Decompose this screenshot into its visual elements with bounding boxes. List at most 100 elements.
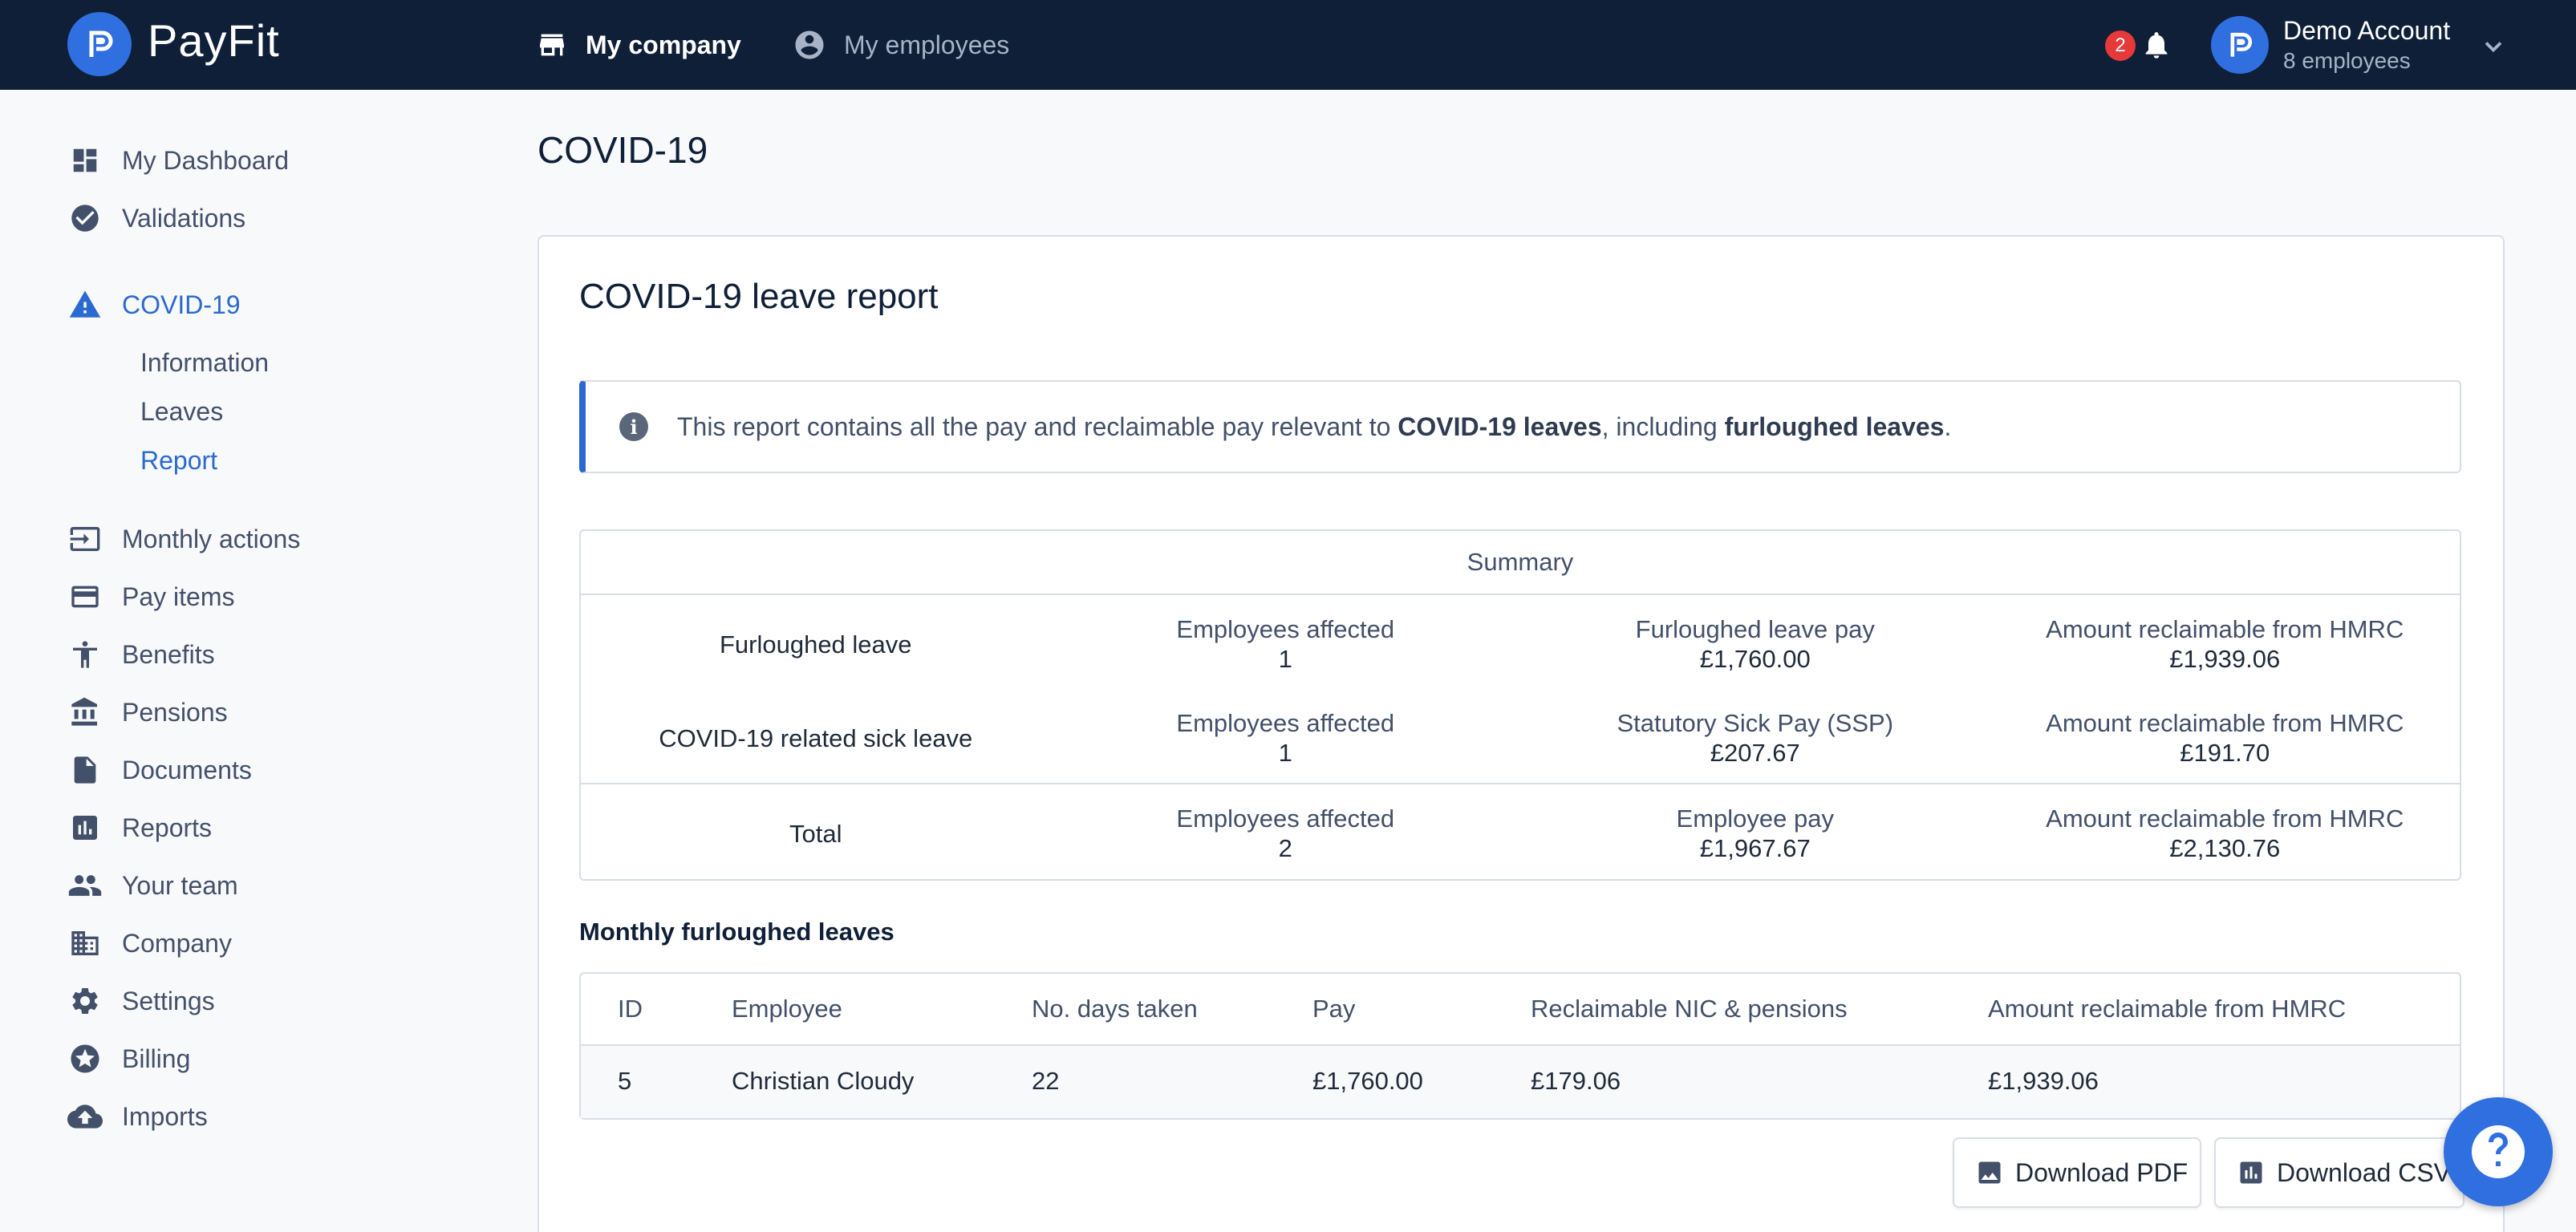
sidebar-item-pensions[interactable]: Pensions	[67, 693, 228, 732]
sidebar-item-documents[interactable]: Documents	[67, 751, 252, 789]
sidebar-item-pay-items[interactable]: Pay items	[67, 578, 234, 616]
tab-my-company[interactable]: My company	[536, 24, 741, 66]
sidebar-item-billing[interactable]: Billing	[67, 1040, 190, 1078]
column-header-pay[interactable]: Pay	[1312, 995, 1356, 1023]
sidebar-item-label: Your team	[122, 870, 238, 900]
summary-row-furloughed: Furloughed leave Employees affected 1 Fur…	[581, 614, 2460, 674]
tab-my-employees[interactable]: My employees	[793, 24, 1009, 66]
summary-value: £1,967.67	[1699, 834, 1811, 862]
sidebar-subitem-information[interactable]: Information	[140, 348, 270, 377]
sidebar-item-label: Settings	[122, 986, 215, 1015]
tab-label: My company	[586, 30, 741, 59]
sidebar-item-label: My Dashboard	[122, 145, 290, 175]
accessibility-icon	[67, 637, 103, 672]
help-button[interactable]	[2444, 1097, 2553, 1206]
sidebar-item-validations[interactable]: Validations	[67, 199, 245, 237]
summary-key: Employees affected	[1176, 615, 1395, 643]
summary-value: £1,939.06	[2169, 645, 2281, 673]
monthly-section-title: Monthly furloughed leaves	[579, 918, 895, 946]
info-banner: i This report contains all the pay and r…	[579, 380, 2461, 473]
table-row[interactable]: 5 Christian Cloudy 22 £1,760.00 £179.06 …	[581, 1046, 2460, 1118]
sidebar-subitem-leaves[interactable]: Leaves	[140, 397, 224, 426]
help-icon	[2472, 1125, 2525, 1178]
sidebar-item-label: Pensions	[122, 697, 228, 727]
sidebar-item-imports[interactable]: Imports	[67, 1097, 208, 1136]
bell-icon[interactable]	[2140, 29, 2172, 61]
sidebar-item-my-dashboard[interactable]: My Dashboard	[67, 141, 289, 180]
sidebar-subitem-report[interactable]: Report	[140, 446, 218, 475]
summary-value: £207.67	[1710, 739, 1800, 767]
building-icon	[67, 926, 103, 961]
download-pdf-button[interactable]: Download PDF	[1953, 1137, 2201, 1208]
summary-key: Employee pay	[1676, 804, 1834, 833]
summary-value: £191.70	[2180, 739, 2270, 767]
star-badge-icon	[67, 1041, 103, 1076]
button-label: Download CSV	[2277, 1157, 2451, 1187]
sidebar-item-covid-19[interactable]: COVID-19	[67, 286, 241, 324]
sidebar-item-benefits[interactable]: Benefits	[67, 635, 215, 674]
notification-count-badge[interactable]: 2	[2105, 30, 2136, 61]
cell-amount-reclaimable: £1,939.06	[1988, 1067, 2099, 1095]
account-subtitle: 8 employees	[2283, 48, 2411, 73]
payfit-logo-icon[interactable]	[67, 12, 132, 76]
summary-value: £2,130.76	[2169, 834, 2281, 862]
account-circle-icon	[795, 30, 824, 59]
report-title: COVID-19 leave report	[579, 277, 939, 316]
column-header-amount-reclaimable[interactable]: Amount reclaimable from HMRC	[1988, 995, 2347, 1023]
summary-row-total: Total Employees affected 2 Employee pay £1…	[581, 804, 2460, 863]
sidebar-item-reports[interactable]: Reports	[67, 808, 212, 847]
app-name[interactable]: PayFit	[148, 15, 280, 66]
gear-icon	[67, 983, 103, 1019]
sidebar-item-label: Validations	[122, 203, 246, 233]
sidebar-item-label: Monthly actions	[122, 524, 301, 553]
cell-days: 22	[1032, 1067, 1060, 1095]
summary-value: 1	[1278, 739, 1292, 767]
column-header-employee[interactable]: Employee	[732, 995, 842, 1023]
cell-pay: £1,760.00	[1312, 1067, 1423, 1095]
summary-key: Amount reclaimable from HMRC	[2046, 804, 2404, 833]
file-icon	[67, 752, 103, 788]
sidebar-item-settings[interactable]: Settings	[67, 982, 215, 1020]
check-circle-icon	[67, 201, 103, 236]
summary-key: Statutory Sick Pay (SSP)	[1617, 709, 1894, 737]
sidebar-item-your-team[interactable]: Your team	[67, 866, 238, 905]
column-header-days[interactable]: No. days taken	[1032, 995, 1198, 1023]
summary-value: £1,760.00	[1699, 645, 1811, 673]
summary-value: 2	[1278, 834, 1292, 862]
dashboard-icon	[67, 143, 103, 178]
info-text: This report contains all the pay and rec…	[677, 411, 1952, 441]
credit-card-icon	[67, 579, 103, 614]
summary-row-label: Furloughed leave	[719, 630, 912, 659]
summary-key: Employees affected	[1176, 709, 1395, 737]
column-header-reclaimable-nic[interactable]: Reclaimable NIC & pensions	[1531, 995, 1848, 1023]
summary-heading: Summary	[581, 531, 2460, 595]
sidebar-item-monthly-actions[interactable]: Monthly actions	[67, 520, 300, 558]
info-icon: i	[619, 412, 648, 441]
cell-reclaimable-nic: £179.06	[1531, 1067, 1621, 1095]
sidebar-item-label: Billing	[122, 1044, 191, 1073]
monthly-furloughed-table: ID Employee No. days taken Pay Reclaimab…	[579, 972, 2461, 1120]
sidebar-item-company[interactable]: Company	[67, 924, 232, 962]
summary-row-label: COVID-19 related sick leave	[659, 723, 973, 752]
chevron-down-icon[interactable]	[2479, 32, 2508, 61]
warning-icon	[67, 287, 103, 322]
summary-key: Employees affected	[1176, 804, 1395, 833]
download-csv-button[interactable]: Download CSV	[2214, 1137, 2464, 1208]
account-name[interactable]: Demo Account	[2283, 16, 2451, 45]
summary-key: Amount reclaimable from HMRC	[2046, 615, 2404, 643]
sidebar-item-label: Benefits	[122, 639, 215, 669]
cell-id: 5	[618, 1067, 632, 1095]
table-header: ID Employee No. days taken Pay Reclaimab…	[581, 974, 2460, 1046]
divider	[581, 783, 2460, 784]
cell-employee: Christian Cloudy	[732, 1067, 915, 1095]
store-icon	[540, 34, 564, 56]
column-header-id[interactable]: ID	[618, 995, 643, 1023]
chart-icon	[2240, 1161, 2262, 1184]
summary-panel: Summary Furloughed leave Employees affec…	[579, 529, 2461, 881]
bank-icon	[67, 695, 103, 730]
sidebar-item-label: Imports	[122, 1101, 208, 1131]
input-icon	[67, 521, 103, 557]
sidebar-item-label: COVID-19	[122, 290, 241, 319]
top-bar: PayFit My company My employees 2 Demo Ac…	[0, 0, 2576, 90]
account-avatar[interactable]	[2211, 16, 2269, 74]
